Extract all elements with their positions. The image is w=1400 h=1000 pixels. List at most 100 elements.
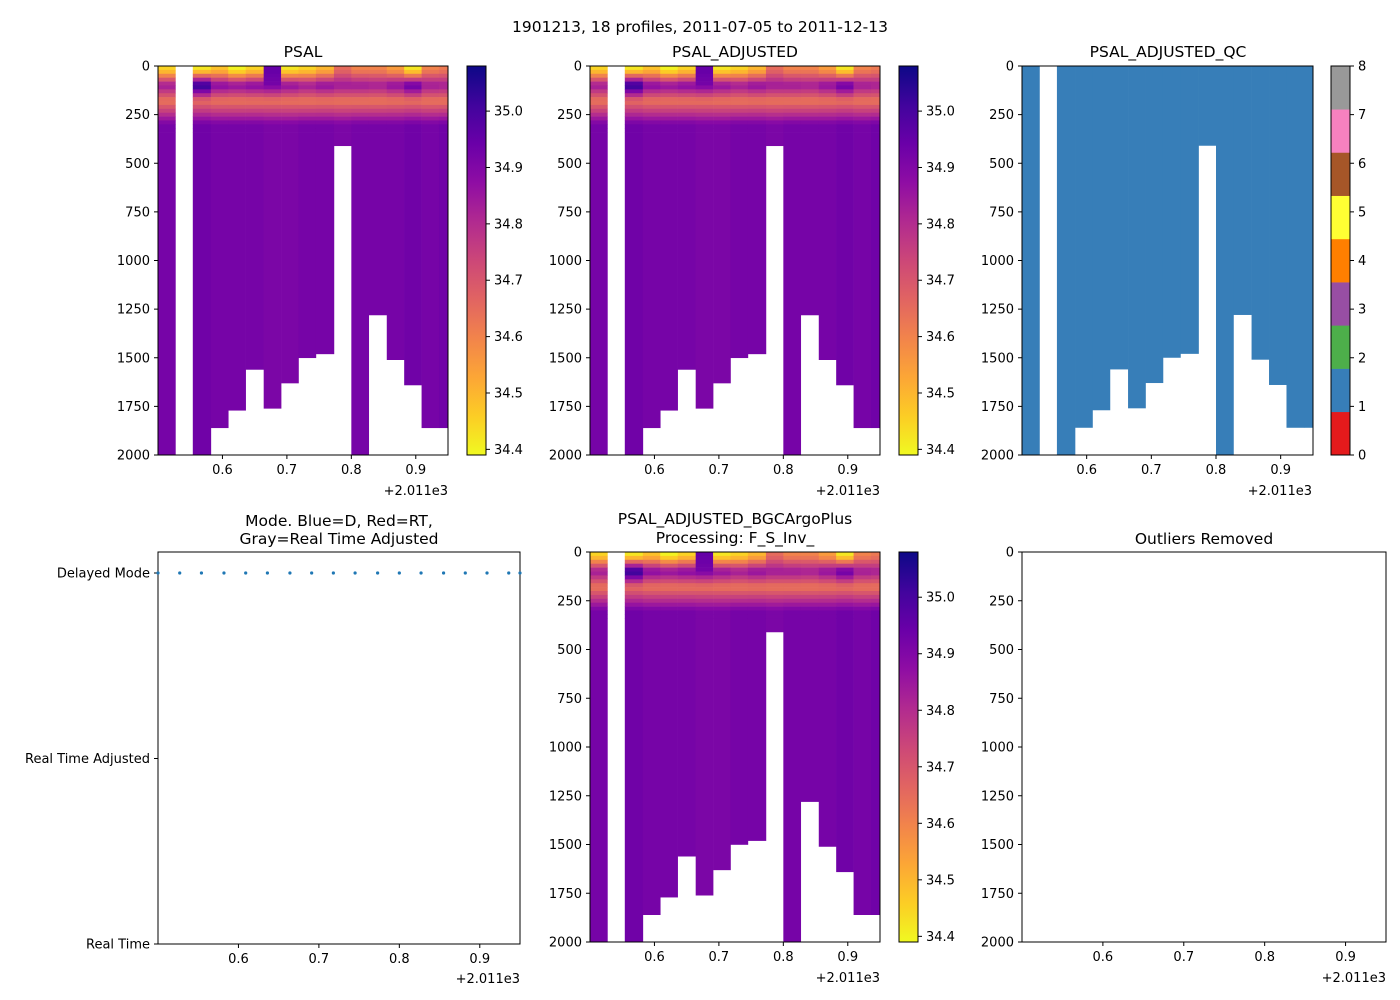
- heatmap-cell: [730, 128, 749, 133]
- colorbar-tick-label: 5: [1358, 205, 1366, 220]
- heatmap-cell: [245, 77, 264, 82]
- heatmap-cell: [783, 610, 802, 615]
- heatmap-cell: [730, 81, 749, 86]
- heatmap-cell: [870, 606, 881, 611]
- heatmap-cell: [660, 559, 678, 564]
- heatmap-cell: [870, 552, 881, 557]
- heatmap-cell: [747, 610, 767, 615]
- heatmap-cell: [747, 112, 767, 117]
- heatmap-cell: [192, 77, 212, 82]
- heatmap-cell: [836, 594, 854, 600]
- heatmap-cell: [438, 85, 449, 90]
- colorbar-tick-label: 35.0: [926, 105, 955, 120]
- heatmap-cell: [368, 120, 388, 125]
- colorbar-psal: 34.4 34.5 34.6 34.7 34.8 34.9 35.0: [466, 65, 523, 458]
- heatmap-cell: [624, 89, 644, 94]
- heatmap-cell: [783, 104, 802, 110]
- heatmap-cell: [747, 108, 767, 113]
- heatmap-cell: [660, 128, 678, 133]
- heatmap-cell: [853, 563, 872, 568]
- heatmap-cell: [642, 101, 661, 106]
- heatmap-cell: [800, 66, 820, 71]
- heatmap-cell: [421, 69, 440, 75]
- heatmap-cell: [386, 73, 405, 78]
- heatmap-cell: [677, 104, 696, 110]
- heatmap-cell: [765, 97, 784, 102]
- heatmap-cell: [210, 120, 229, 125]
- heatmap-cell: [228, 85, 246, 90]
- heatmap-cell: [818, 108, 837, 113]
- heatmap-cell: [713, 89, 731, 94]
- heatmap-cell: [368, 89, 388, 94]
- heatmap-cell: [730, 583, 749, 588]
- qc-colorbar-segment: [1331, 66, 1350, 110]
- heatmap-cell: [192, 66, 212, 71]
- heatmap-cell: [765, 618, 784, 633]
- heatmap-cell: [730, 77, 749, 82]
- heatmap-cell: [192, 81, 212, 86]
- heatmap-cell: [624, 77, 644, 82]
- heatmap-cell: [818, 97, 837, 102]
- heatmap-cell: [730, 602, 749, 607]
- heatmap-cell: [870, 66, 881, 71]
- heatmap-cell: [192, 73, 212, 78]
- heatmap-cell: [836, 552, 854, 557]
- heatmap-cell: [870, 81, 881, 86]
- mode-point: [376, 571, 380, 575]
- heatmap-cell: [368, 101, 388, 106]
- colorbar-tick-label: 34.4: [926, 930, 955, 945]
- heatmap-cell: [870, 587, 881, 592]
- heatmap-cell: [298, 120, 317, 125]
- heatmap-cell: [421, 124, 440, 129]
- colorbar-tick-label: 0: [1358, 449, 1366, 464]
- heatmap-cell: [747, 598, 767, 603]
- heatmap-cell: [800, 97, 820, 102]
- heatmap-cell: [800, 85, 820, 90]
- heatmap-cell: [747, 591, 767, 596]
- y-tick-label: 1000: [549, 254, 582, 269]
- heatmap-cell: [660, 101, 678, 106]
- heatmap-cell: [404, 132, 422, 386]
- heatmap-cell: [677, 93, 696, 98]
- heatmap-cell: [404, 116, 422, 121]
- heatmap-cell: [590, 93, 608, 98]
- heatmap-cell: [853, 606, 872, 611]
- heatmap-cell: [677, 81, 696, 86]
- heatmap-cell: [281, 97, 299, 102]
- heatmap-cell: [853, 598, 872, 603]
- heatmap-cell: [333, 116, 352, 121]
- heatmap-cell: [747, 104, 767, 110]
- heatmap-cell: [783, 583, 802, 588]
- panel-title-psal-adjusted: PSAL_ADJUSTED: [672, 43, 798, 62]
- heatmap-cell: [421, 101, 440, 106]
- heatmap-cell: [836, 587, 854, 592]
- heatmap-cell: [263, 128, 282, 133]
- heatmap-cell: [333, 85, 352, 90]
- heatmap-cell: [624, 69, 644, 75]
- heatmap-cell: [590, 104, 608, 110]
- heatmap-cell: [783, 93, 802, 98]
- x-tick-label: 0.6: [644, 463, 665, 478]
- heatmap-cell: [836, 602, 854, 607]
- heatmap-cell: [836, 618, 854, 873]
- qc-colorbar-segment: [1331, 411, 1350, 456]
- heatmap-cell: [438, 81, 449, 86]
- y-tick-label: 1500: [549, 351, 582, 366]
- x-tick-label: 0.7: [709, 950, 730, 965]
- heatmap-cell: [624, 575, 644, 580]
- y-tick-label: 2000: [549, 936, 582, 951]
- heatmap-cell: [245, 120, 264, 125]
- heatmap-cell: [730, 97, 749, 102]
- heatmap-cell: [713, 66, 731, 71]
- heatmap-cell: [660, 85, 678, 90]
- heatmap-cell: [333, 81, 352, 86]
- heatmap-cell: [624, 606, 644, 611]
- heatmap-cell: [660, 89, 678, 94]
- y-tick-label: 2000: [117, 449, 150, 464]
- heatmap-cell: [281, 108, 299, 113]
- qc-cell: [1233, 66, 1252, 315]
- heatmap-cell: [747, 552, 767, 557]
- heatmap-cell: [263, 66, 282, 71]
- colorbar-tick-label: 34.8: [926, 217, 955, 232]
- x-axis-mode: 0.6 0.7 0.8 0.9: [228, 944, 490, 967]
